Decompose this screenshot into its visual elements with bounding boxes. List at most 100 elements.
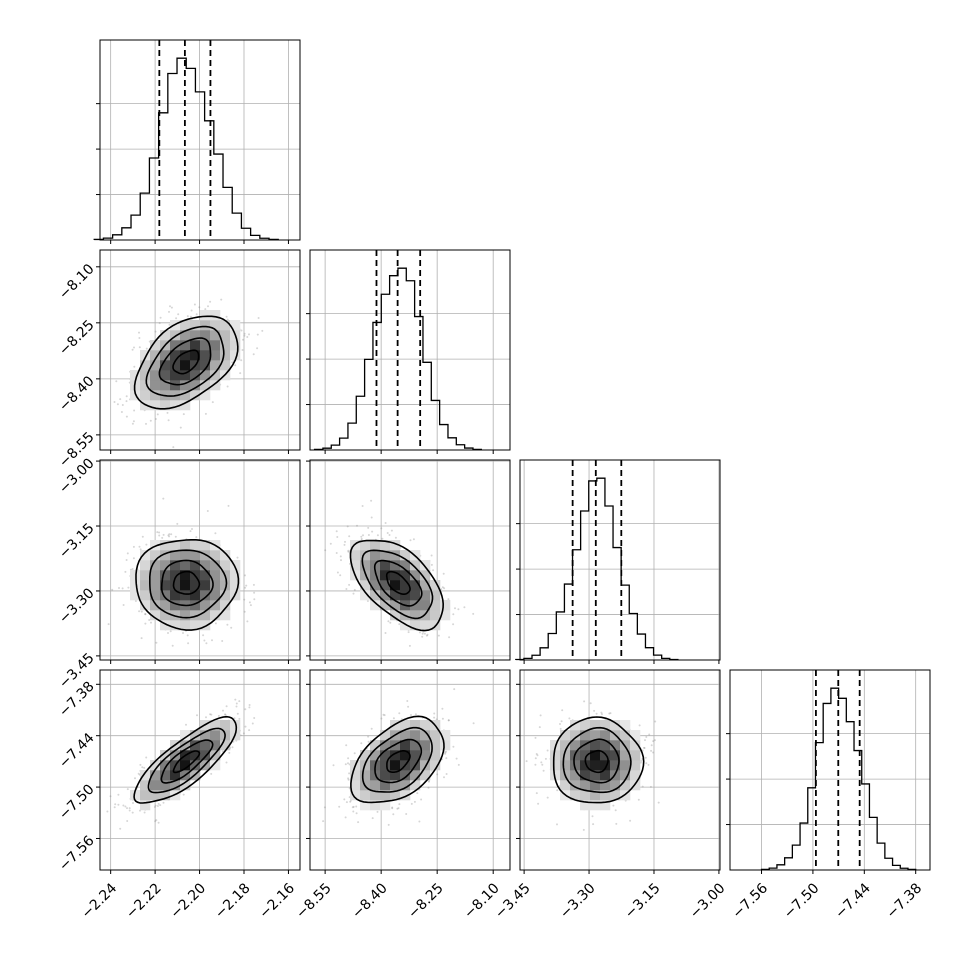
scatter-point (169, 305, 171, 308)
scatter-point (339, 555, 342, 558)
scatter-point (159, 316, 162, 319)
scatter-point (248, 601, 251, 604)
density-cell (140, 800, 151, 811)
density-cell (190, 560, 201, 571)
scatter-point (348, 772, 351, 775)
scatter-point (162, 533, 165, 536)
hist-frame-3 (729, 669, 931, 871)
contour-level-2 (149, 549, 228, 619)
contour-level-1 (373, 559, 423, 607)
scatter-point (248, 706, 251, 709)
scatter-point (153, 806, 156, 808)
scatter-point (644, 739, 646, 742)
density-cell (440, 730, 451, 741)
scatter-point (106, 810, 109, 813)
hist-frame-1 (309, 249, 511, 451)
scatter-point (592, 823, 595, 826)
scatter-point (410, 802, 413, 805)
scatter-point (125, 395, 128, 398)
scatter-point (398, 803, 401, 806)
density-cell (150, 760, 161, 771)
density-cell (420, 590, 431, 601)
scatter-point (388, 534, 391, 536)
density-cell (190, 730, 201, 741)
density-cell (150, 390, 161, 401)
density-cell (160, 400, 171, 411)
scatter-point (536, 754, 539, 757)
scatter-point (145, 347, 148, 350)
scatter-point (366, 600, 369, 602)
scatter-point (243, 334, 246, 337)
density-cell (430, 580, 441, 591)
density-cell (160, 380, 171, 391)
contour-level-2 (361, 726, 433, 793)
scatter-point (589, 702, 592, 705)
density-cell (400, 740, 411, 751)
scatter-point (568, 717, 571, 720)
histogram-step-2 (515, 477, 679, 661)
scatter-point (187, 642, 190, 645)
scatter-point (559, 723, 561, 725)
x-tick-label-0-0: −2.24 (79, 880, 121, 922)
density-cell (190, 550, 201, 561)
panel-content (100, 460, 300, 660)
scatter-point (353, 752, 356, 755)
density-cell (200, 750, 211, 761)
density-cell (400, 550, 411, 561)
contour-level-3 (350, 715, 445, 804)
density-cell (190, 540, 201, 551)
density-cell (620, 720, 631, 731)
density-cell (590, 790, 601, 801)
scatter-panel-2-0 (96, 459, 301, 664)
density-cell (180, 760, 191, 771)
density-cell (170, 330, 181, 341)
density-cell (370, 550, 381, 561)
scatter-point (421, 632, 424, 635)
density-cell (210, 580, 221, 591)
scatter-point (652, 740, 655, 743)
density-cell (410, 720, 421, 731)
scatter-point (370, 727, 373, 730)
density-cell (150, 780, 161, 791)
scatter-point (525, 760, 528, 763)
density-cell (190, 580, 201, 591)
histogram-step-0 (93, 57, 279, 241)
scatter-point (347, 549, 350, 552)
scatter-point (236, 712, 239, 715)
scatter-point (144, 613, 147, 615)
density-cell (400, 720, 411, 731)
density-cell (560, 750, 571, 761)
density-cell (180, 370, 191, 381)
density-cell (180, 570, 191, 581)
y-tick-label-3-1: −7.50 (56, 781, 98, 823)
density-cell (230, 350, 241, 361)
density-cell (140, 350, 151, 361)
scatter-point (162, 801, 165, 804)
scatter-point (156, 805, 159, 807)
scatter-point (134, 600, 137, 602)
scatter-point (230, 626, 233, 629)
density-cell (220, 320, 231, 331)
scatter-point (345, 744, 348, 747)
scatter-point (158, 534, 161, 537)
scatter-point (246, 620, 249, 623)
x-tick-label-2-3: −3.00 (687, 880, 729, 922)
scatter-point (126, 788, 129, 791)
scatter-point (169, 630, 172, 633)
scatter-point (253, 717, 256, 719)
density-cell (430, 730, 441, 741)
density-cell (180, 780, 191, 791)
density-cell (400, 590, 411, 601)
density-cell (410, 590, 421, 601)
scatter-point (190, 309, 193, 312)
density-cell (220, 330, 231, 341)
scatter-point (457, 763, 460, 766)
density-cell (630, 750, 641, 761)
density-cell (210, 740, 221, 751)
scatter-point (236, 556, 239, 559)
scatter-point (139, 763, 142, 766)
density-cell (600, 790, 611, 801)
density-cell (230, 560, 241, 571)
density-cell (210, 560, 221, 571)
density-cell (180, 400, 191, 411)
